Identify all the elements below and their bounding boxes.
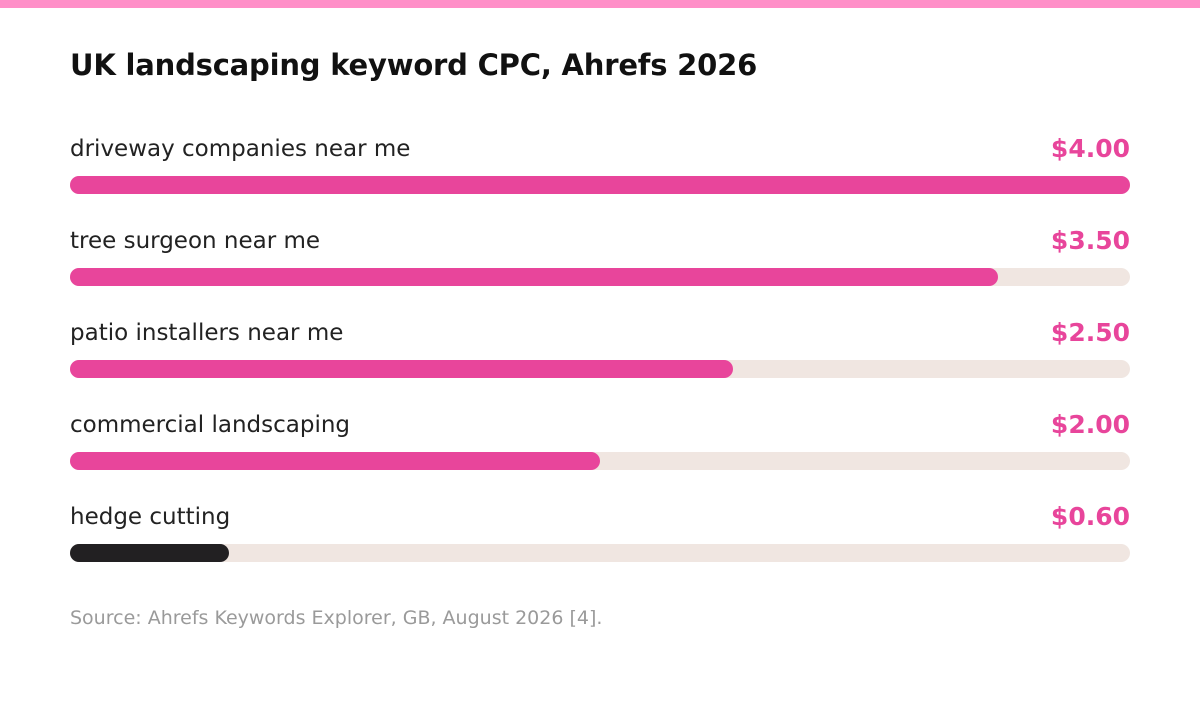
bar-row: tree surgeon near me $3.50 (70, 220, 1130, 312)
bar-row: driveway companies near me $4.00 (70, 128, 1130, 220)
bar-chart: driveway companies near me $4.00 tree surg… (70, 128, 1130, 588)
category-label: driveway companies near me (70, 136, 411, 162)
bar (70, 176, 1130, 194)
bar (70, 544, 229, 562)
bar-row: hedge cutting $0.60 (70, 496, 1130, 588)
source-note: Source: Ahrefs Keywords Explorer, GB, Au… (70, 607, 603, 629)
value-label: $4.00 (1050, 134, 1130, 163)
bar-track (70, 544, 1130, 562)
value-label: $2.00 (1050, 410, 1130, 439)
bar-track (70, 360, 1130, 378)
bar-row: patio installers near me $2.50 (70, 312, 1130, 404)
bar (70, 360, 733, 378)
bar (70, 268, 998, 286)
category-label: tree surgeon near me (70, 228, 321, 254)
category-label: commercial landscaping (70, 412, 351, 438)
value-label: $2.50 (1050, 318, 1130, 347)
bar (70, 452, 600, 470)
bar-track (70, 268, 1130, 286)
value-label: $3.50 (1050, 226, 1130, 255)
bar-track (70, 452, 1130, 470)
category-label: hedge cutting (70, 504, 231, 530)
chart-title: UK landscaping keyword CPC, Ahrefs 2026 (70, 48, 758, 82)
bar-row: commercial landscaping $2.00 (70, 404, 1130, 496)
value-label: $0.60 (1050, 502, 1130, 531)
bar-track (70, 176, 1130, 194)
top-accent-stripe (0, 0, 1200, 8)
category-label: patio installers near me (70, 320, 344, 346)
